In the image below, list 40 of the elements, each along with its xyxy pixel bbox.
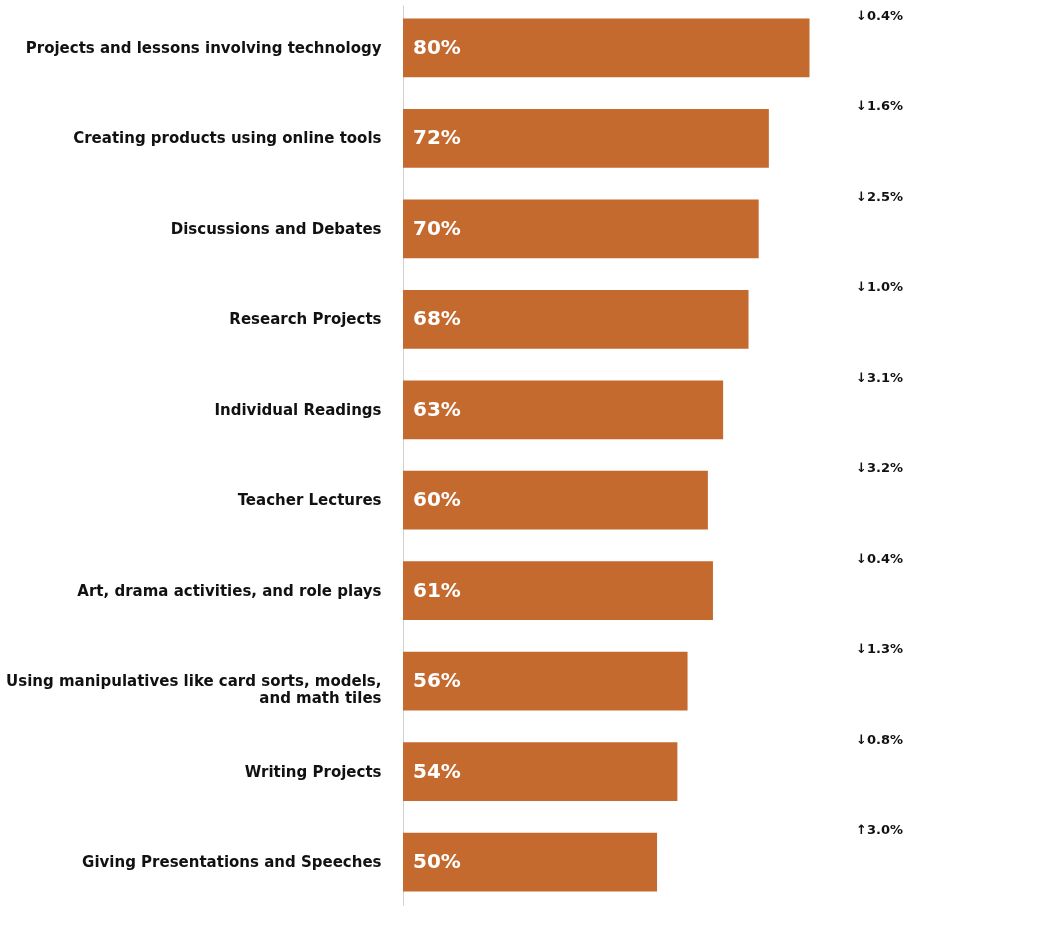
- bar: [403, 651, 688, 711]
- data-label: 60%: [413, 487, 461, 512]
- text: ↓0.4%: [856, 550, 903, 566]
- data-label: 61%: [413, 577, 461, 602]
- bar: [403, 109, 769, 168]
- data-label: 54%: [413, 758, 461, 783]
- y-tick-label: Research Projects: [229, 310, 382, 329]
- text: ↓0.4%: [856, 7, 903, 23]
- text: ↓1.0%: [856, 279, 903, 295]
- data-label: 80%: [413, 34, 461, 59]
- y-tick-label: Using manipulatives like card sorts, models, and math tiles: [6, 672, 382, 708]
- text: ↑3.0%: [856, 822, 903, 838]
- text: ↓2.5%: [856, 188, 903, 204]
- data-label: 70%: [413, 215, 461, 240]
- y-tick-label: Projects and lessons involving technology: [25, 38, 382, 57]
- y-tick-label: Creating products using online tools: [73, 129, 382, 148]
- bar: [403, 199, 759, 259]
- bar: [403, 742, 678, 801]
- text: ↓1.6%: [856, 98, 903, 114]
- y-tick-label: Giving Presentations and Speeches: [82, 853, 382, 872]
- data-label: 63%: [413, 396, 461, 421]
- data-label: 56%: [413, 668, 461, 693]
- bar: [403, 561, 713, 621]
- bar: [403, 289, 749, 349]
- data-label: 72%: [413, 125, 461, 150]
- bar: [403, 832, 658, 892]
- bar: [403, 470, 708, 530]
- text: ↓3.2%: [856, 460, 903, 476]
- y-tick-label: Teacher Lectures: [237, 491, 382, 510]
- y-tick-label: Individual Readings: [214, 400, 382, 419]
- data-label: 68%: [413, 306, 461, 331]
- text: ↓1.3%: [856, 641, 903, 657]
- y-tick-label: Writing Projects: [244, 762, 382, 781]
- bar: [403, 18, 810, 78]
- text: ↓3.1%: [856, 369, 903, 385]
- text: ↓0.8%: [856, 731, 903, 747]
- bar: [403, 380, 724, 440]
- y-tick-label: Art, drama activities, and role plays: [77, 581, 382, 600]
- data-label: 50%: [413, 849, 461, 874]
- y-tick-label: Discussions and Debates: [170, 219, 382, 238]
